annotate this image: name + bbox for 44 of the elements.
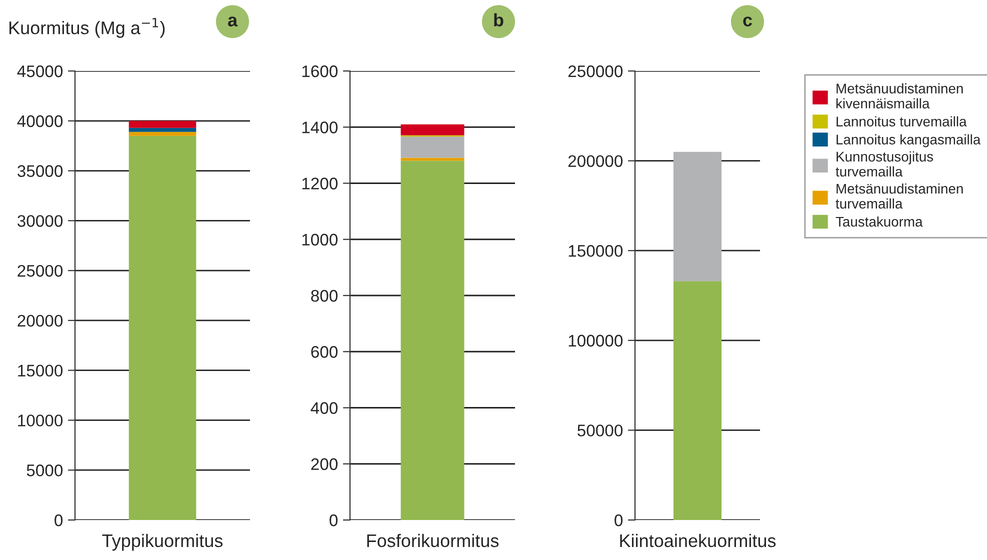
legend-label: Kunnostusojitus turvemailla <box>836 151 934 177</box>
y-tick-label: 1200 <box>302 178 338 190</box>
y-tick-label: 15000 <box>18 364 63 377</box>
y-tick-label: 20000 <box>18 314 63 327</box>
y-tick-label: 40000 <box>17 115 63 128</box>
x-tick-label: Fosforikuormitus <box>367 534 499 548</box>
y-tick-label: 1600 <box>302 65 338 78</box>
legend-label: Metsänuudistaminen kivennäismailla <box>836 83 963 108</box>
y-tick-label: 150000 <box>568 245 623 257</box>
bar <box>400 158 464 161</box>
text: b <box>494 13 504 26</box>
y-tick-label: 5000 <box>26 464 63 476</box>
y-tick-label: 200 <box>311 458 338 470</box>
text: c <box>743 16 752 26</box>
y-tick-label: 250000 <box>568 65 623 78</box>
y-tick-label: 400 <box>310 402 338 414</box>
y-tick-label: 35000 <box>17 165 63 177</box>
y-tick-label: 600 <box>311 346 338 358</box>
x-tick-label: Typpikuormitus <box>102 534 223 551</box>
legend-label: Metsänuudistaminen turvemailla <box>836 183 963 209</box>
y-tick-label: 1400 <box>302 122 338 134</box>
legend-label: Taustakuorma <box>836 216 923 227</box>
y-tick-label: 0 <box>330 514 338 526</box>
y-tick-label: 30000 <box>17 215 63 227</box>
y-tick-label: 1000 <box>302 234 338 246</box>
y-tick-label: 10000 <box>18 414 63 426</box>
y-tick-label: 0 <box>54 514 63 526</box>
y-tick-label: 50000 <box>578 424 623 436</box>
bar <box>400 136 464 158</box>
y-tick-label: 200000 <box>568 155 623 168</box>
bar <box>400 124 464 136</box>
bar <box>128 132 196 136</box>
y-tick-label: 0 <box>614 514 623 526</box>
bar <box>128 128 196 132</box>
y-tick-label: 25000 <box>18 264 63 277</box>
y-tick-label: 800 <box>311 290 338 302</box>
y-axis-title: Kuormitus (Mg a$^{−1}$) <box>9 18 165 38</box>
x-tick-label: Kiintoainekuormitus <box>620 534 776 548</box>
y-tick-label: 45000 <box>17 65 63 78</box>
bar <box>128 120 196 128</box>
text: a <box>228 16 238 26</box>
y-tick-label: 100000 <box>568 334 623 347</box>
legend-label: Lannoitus kangasmailla <box>836 134 981 148</box>
legend-label: Lannoitus turvemailla <box>836 116 967 126</box>
